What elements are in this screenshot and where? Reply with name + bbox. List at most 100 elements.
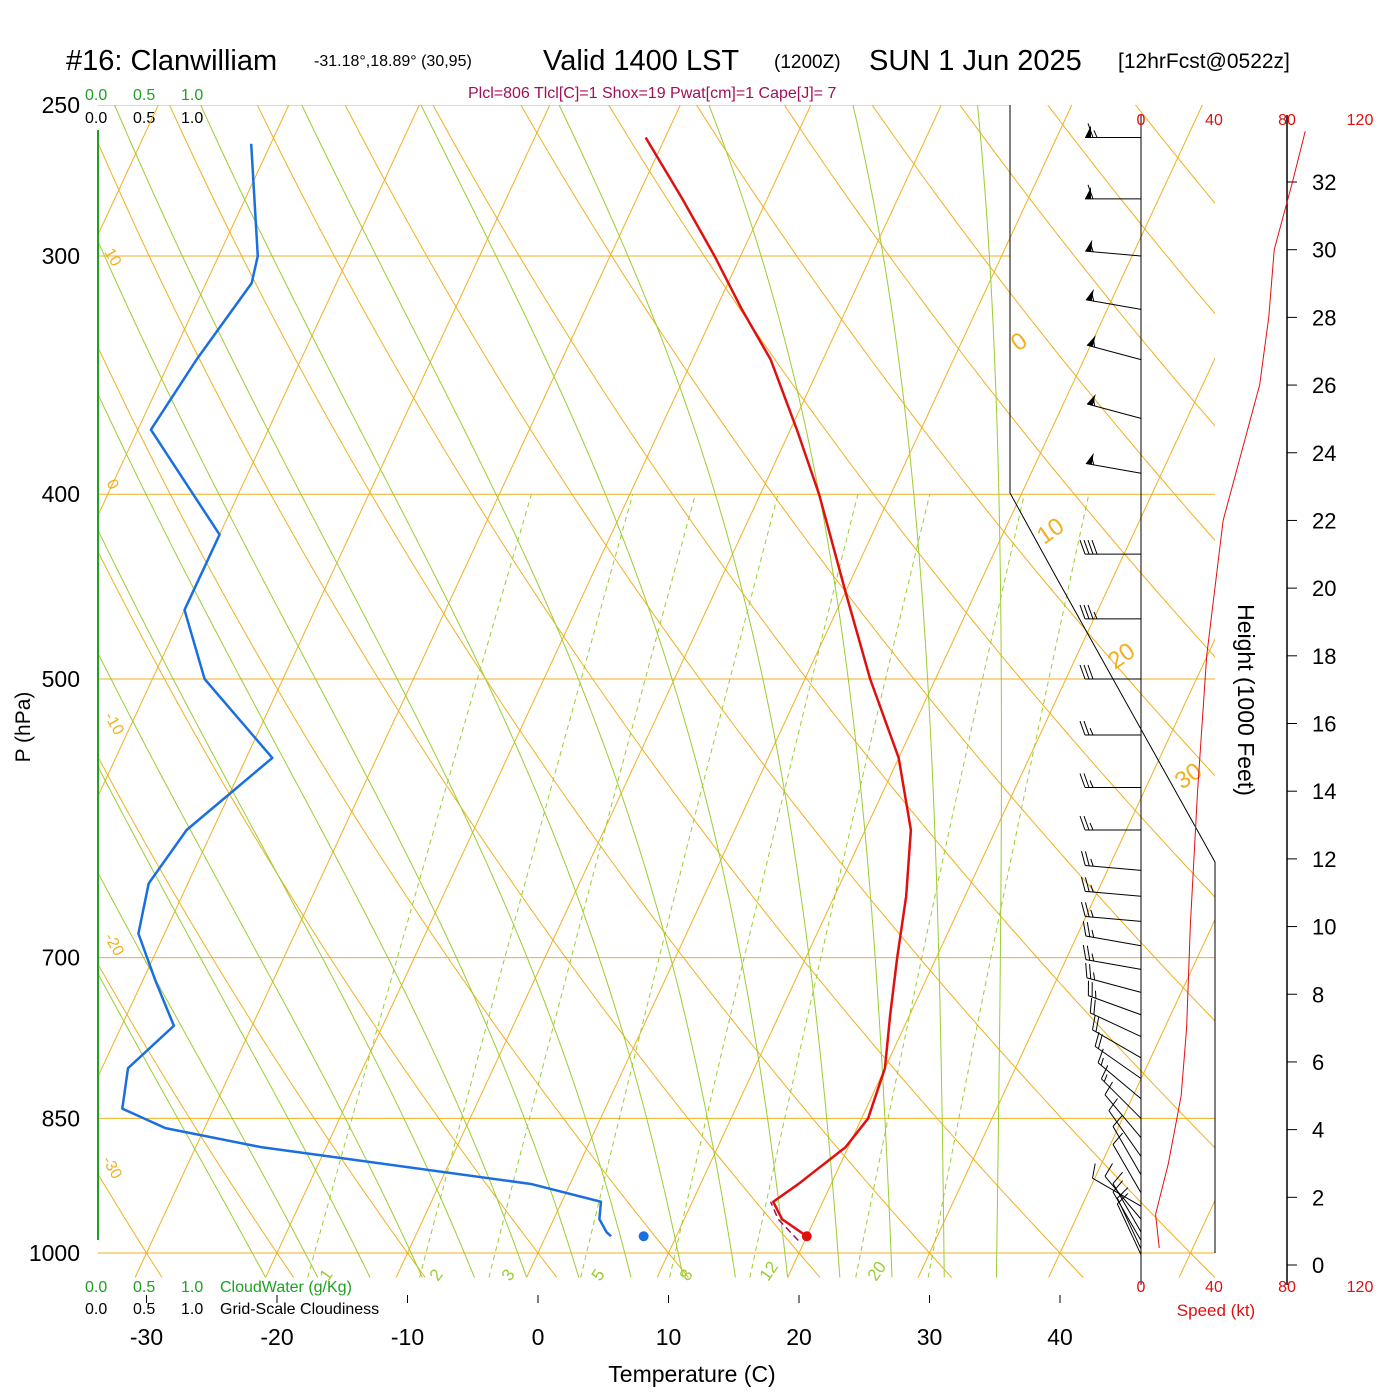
isotherm-label-left: -10 bbox=[101, 710, 127, 739]
speed-tick-top: 80 bbox=[1278, 112, 1296, 129]
dry-adiabat bbox=[608, 105, 1215, 898]
wind-barb-flag bbox=[1087, 123, 1094, 138]
speed-axis-label: Speed (kt) bbox=[1177, 1301, 1255, 1320]
wind-barb-flag bbox=[1112, 1171, 1124, 1184]
isotherm-30 bbox=[917, 637, 1215, 1278]
wind-barb-flag bbox=[1092, 1015, 1096, 1030]
wind-barb-staff bbox=[1085, 463, 1142, 474]
wind-barb-half-flag bbox=[1091, 457, 1095, 466]
wind-speed-panel: 0040408080120120024681012141618202224262… bbox=[1137, 112, 1374, 1296]
cloud-scale-top: 0.0 0.5 1.0 0.0 0.5 1.0 bbox=[85, 87, 203, 127]
wind-barb-staff bbox=[1085, 935, 1142, 947]
dry-adiabat bbox=[1047, 105, 1215, 315]
dry-adiabat bbox=[1196, 71, 1400, 1277]
wind-barb-staff bbox=[1112, 1126, 1142, 1176]
wind-barb-staff bbox=[1085, 865, 1142, 871]
mixing-ratio-line bbox=[419, 494, 634, 1278]
wind-barb-flag bbox=[1092, 1163, 1096, 1179]
x-tick-label: 0 bbox=[532, 1324, 545, 1350]
isotherm--70 bbox=[98, 105, 159, 236]
dewpoint-profile bbox=[121, 143, 612, 1238]
x-tick-label: -30 bbox=[130, 1324, 163, 1350]
height-tick-label: 4 bbox=[1312, 1118, 1324, 1143]
dry-adiabat bbox=[98, 963, 295, 1278]
mixing-ratio-line bbox=[749, 494, 931, 1278]
mixing-ratio-label: 2 bbox=[426, 1266, 447, 1285]
x-tick-label: 10 bbox=[656, 1324, 682, 1350]
wind-barb-flag bbox=[1087, 539, 1094, 555]
mixing-ratio-line bbox=[855, 494, 1025, 1278]
moist-adiabat bbox=[420, 105, 789, 1278]
wind-barb-half-flag bbox=[1091, 293, 1095, 302]
dry-adiabat bbox=[168, 105, 953, 1278]
mixing-ratio-label: 12 bbox=[756, 1258, 782, 1284]
wind-barbs bbox=[1079, 123, 1142, 1255]
cloud-bottom-green-0: 0.0 bbox=[85, 1279, 107, 1296]
mixing-ratio-label: 8 bbox=[676, 1266, 697, 1285]
isotherm-label-left: -30 bbox=[99, 1154, 125, 1183]
wind-barb-flag bbox=[1104, 1163, 1113, 1177]
isotherm--60 bbox=[98, 105, 290, 517]
moist-adiabat bbox=[98, 972, 267, 1278]
wind-barb-staff bbox=[1085, 890, 1142, 897]
dry-adiabat bbox=[871, 105, 1215, 542]
wind-barb-half-flag bbox=[1089, 780, 1094, 788]
wind-barb-half-flag bbox=[1093, 130, 1098, 138]
wind-barb-flag bbox=[1085, 963, 1088, 978]
height-tick-label: 22 bbox=[1312, 508, 1336, 533]
wind-speed-profile bbox=[1155, 131, 1306, 1249]
height-tick-label: 14 bbox=[1312, 779, 1336, 804]
x-tick-label: 20 bbox=[786, 1324, 812, 1350]
wind-barb-flag bbox=[1082, 921, 1087, 937]
speed-tick-bottom: 40 bbox=[1205, 1279, 1223, 1296]
moist-adiabat bbox=[98, 529, 475, 1278]
wind-barb-staff bbox=[1085, 250, 1142, 257]
wind-barb-staff bbox=[1086, 344, 1142, 361]
surface-dewpoint-dot bbox=[638, 1231, 649, 1242]
surface-temperature-dot bbox=[801, 1231, 812, 1242]
wind-barb-flag bbox=[1083, 720, 1090, 736]
speed-tick-bottom: 80 bbox=[1278, 1279, 1296, 1296]
wind-barb-pennant bbox=[1086, 335, 1096, 347]
station-title: #16: Clanwilliam bbox=[66, 45, 277, 77]
isotherm-label-left: -20 bbox=[101, 931, 127, 960]
x-axis-label: Temperature (C) bbox=[608, 1361, 775, 1387]
moist-adiabat bbox=[708, 105, 893, 1278]
moist-adiabat bbox=[98, 652, 423, 1278]
wind-barb-flag bbox=[1084, 877, 1090, 892]
wind-barb-flag bbox=[1083, 664, 1090, 680]
isotherm--50 bbox=[98, 105, 420, 798]
cloud-top-green-2: 1.0 bbox=[181, 87, 203, 104]
moist-adiabat bbox=[98, 871, 319, 1278]
dry-adiabat bbox=[98, 141, 821, 1278]
wind-barb-staff bbox=[1097, 1062, 1142, 1100]
wind-barb-staff bbox=[1092, 1177, 1142, 1207]
zulu-time: (1200Z) bbox=[774, 52, 841, 73]
height-tick-label: 30 bbox=[1312, 238, 1336, 263]
height-tick-label: 18 bbox=[1312, 644, 1336, 669]
wind-barb-half-flag bbox=[1089, 822, 1094, 831]
wind-barb-flag bbox=[1095, 1017, 1100, 1032]
mixing-ratio-line bbox=[669, 494, 859, 1278]
cloud-scale-bottom: 0.0 0.5 1.0 CloudWater (g/Kg) 0.0 0.5 1.… bbox=[85, 1279, 379, 1318]
y-axis-label: P (hPa) bbox=[12, 692, 35, 763]
wind-barb-staff bbox=[1088, 995, 1142, 1016]
plot-right-boundary bbox=[1009, 105, 1216, 1253]
moist-adiabat bbox=[114, 105, 632, 1278]
wind-barb-flag bbox=[1079, 539, 1086, 555]
mixing-ratio-line bbox=[307, 494, 532, 1278]
isotherm-label-left: 0 bbox=[103, 477, 122, 493]
wind-barb-flag bbox=[1112, 1180, 1124, 1193]
valid-date: SUN 1 Jun 2025 bbox=[869, 45, 1082, 77]
wind-barb-staff bbox=[1086, 977, 1142, 993]
wind-barb-flag bbox=[1079, 664, 1086, 680]
wind-barb-flag bbox=[1100, 1065, 1109, 1080]
wind-barb-staff bbox=[1092, 1029, 1142, 1059]
height-tick-label: 12 bbox=[1312, 847, 1336, 872]
mixing-ratio-label: 3 bbox=[498, 1266, 519, 1285]
height-axis-label: Height (1000 Feet) bbox=[1233, 604, 1259, 796]
pressure-tick-label: 850 bbox=[42, 1105, 80, 1131]
isotherm-40 bbox=[1048, 918, 1215, 1278]
mixing-ratio-line bbox=[580, 494, 779, 1278]
